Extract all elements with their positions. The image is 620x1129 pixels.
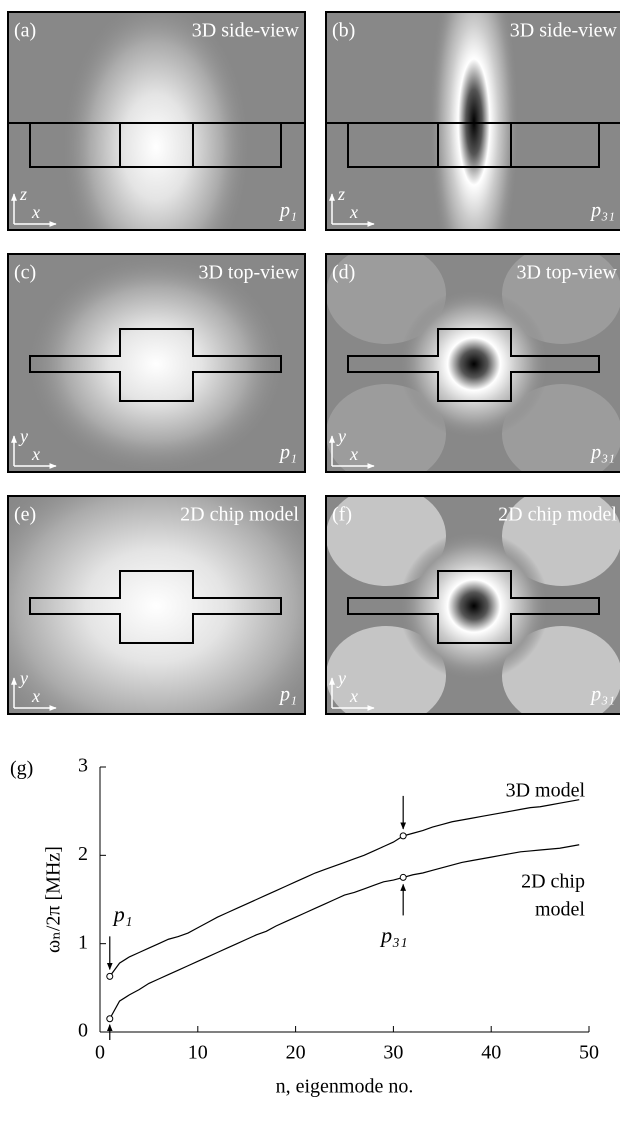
axis-label: y bbox=[336, 668, 346, 688]
field-blob bbox=[399, 531, 549, 681]
field bbox=[8, 254, 305, 472]
axis-label: x bbox=[31, 444, 40, 464]
field bbox=[8, 496, 305, 714]
field-panel: (a) 3D side-view p₁ zx bbox=[7, 11, 306, 231]
y-tick-label: 3 bbox=[78, 755, 88, 777]
chip-outline bbox=[29, 328, 282, 402]
axis-label: x bbox=[31, 202, 40, 222]
panel-title: 3D top-view bbox=[198, 262, 299, 284]
field-panel: (b) 3D side-view p₃₁ zx bbox=[325, 11, 620, 231]
mode-marker bbox=[106, 972, 114, 980]
field-blob bbox=[8, 496, 305, 714]
panel-title: 3D side-view bbox=[510, 20, 618, 42]
chip-outline bbox=[29, 122, 282, 168]
panel-border bbox=[325, 11, 620, 231]
panel-title: 3D top-view bbox=[516, 262, 617, 284]
field bbox=[326, 496, 620, 714]
mode-marker bbox=[106, 1015, 114, 1023]
mode-marker bbox=[399, 832, 407, 840]
field-panel: (c) 3D top-view p₁ yx bbox=[7, 253, 306, 473]
axis-label: y bbox=[336, 426, 346, 446]
panel-title: 2D chip model bbox=[180, 504, 299, 526]
series-line bbox=[109, 799, 580, 977]
annotation: p₁ bbox=[112, 901, 133, 926]
field-blob bbox=[399, 289, 549, 439]
axis-label: y bbox=[18, 668, 28, 688]
field-blob bbox=[429, 12, 519, 230]
x-tick-label: 40 bbox=[481, 1042, 501, 1064]
axis-label: x bbox=[349, 686, 358, 706]
chip-outline bbox=[347, 122, 600, 168]
axis-label: x bbox=[31, 686, 40, 706]
mode-label: p₃₁ bbox=[589, 200, 615, 222]
x-tick-label: 20 bbox=[286, 1042, 306, 1064]
series-label: 2D chip bbox=[521, 871, 585, 893]
field bbox=[326, 12, 620, 230]
x-tick-label: 50 bbox=[579, 1042, 599, 1064]
series-label: model bbox=[535, 899, 585, 921]
axis-label: x bbox=[349, 202, 358, 222]
panel-label: (b) bbox=[332, 20, 355, 42]
panel-border bbox=[325, 495, 620, 715]
field-panel: (d) 3D top-view p₃₁ yx bbox=[325, 253, 620, 473]
panel-label: (d) bbox=[332, 262, 355, 284]
chip-outline bbox=[29, 570, 282, 644]
panel-title: 2D chip model bbox=[498, 504, 617, 526]
chip-outline bbox=[347, 328, 600, 402]
series-label: 3D model bbox=[506, 780, 586, 802]
chip-outline bbox=[347, 570, 600, 644]
mode-label: p₃₁ bbox=[589, 684, 615, 706]
panel-border bbox=[7, 11, 306, 231]
series-line bbox=[109, 844, 580, 1020]
mode-marker bbox=[399, 873, 407, 881]
axis-label: z bbox=[337, 184, 345, 204]
mode-label: p₃₁ bbox=[589, 442, 615, 464]
mode-label: p₁ bbox=[278, 442, 297, 464]
panel-label: (e) bbox=[14, 504, 36, 526]
field-blob bbox=[61, 12, 251, 230]
axis-label: x bbox=[349, 444, 358, 464]
mode-label: p₁ bbox=[278, 200, 297, 222]
field bbox=[8, 12, 305, 230]
x-tick-label: 30 bbox=[383, 1042, 403, 1064]
x-axis-label: n, eigenmode no. bbox=[276, 1076, 414, 1098]
panel-title: 3D side-view bbox=[192, 20, 300, 42]
y-tick-label: 0 bbox=[78, 1020, 88, 1042]
y-tick-label: 2 bbox=[78, 843, 88, 865]
panel-label: (f) bbox=[332, 504, 352, 526]
field-panel: (f) 2D chip model p₃₁ yx bbox=[325, 495, 620, 715]
panel-label: (c) bbox=[14, 262, 36, 284]
x-tick-label: 10 bbox=[188, 1042, 208, 1064]
axis-label: y bbox=[18, 426, 28, 446]
x-tick-label: 0 bbox=[95, 1042, 105, 1064]
y-tick-label: 1 bbox=[78, 931, 88, 953]
panel-border bbox=[325, 253, 620, 473]
panel-border bbox=[7, 495, 306, 715]
panel-border bbox=[7, 253, 306, 473]
y-axis-label: ωₙ/2π [MHz] bbox=[43, 846, 65, 953]
axis-label: z bbox=[19, 184, 27, 204]
field-blob bbox=[26, 254, 286, 472]
panel-label: (g) bbox=[10, 758, 33, 780]
annotation: p₃₁ bbox=[379, 922, 407, 947]
field-panel: (e) 2D chip model p₁ yx bbox=[7, 495, 306, 715]
panel-label: (a) bbox=[14, 20, 36, 42]
mode-label: p₁ bbox=[278, 684, 297, 706]
